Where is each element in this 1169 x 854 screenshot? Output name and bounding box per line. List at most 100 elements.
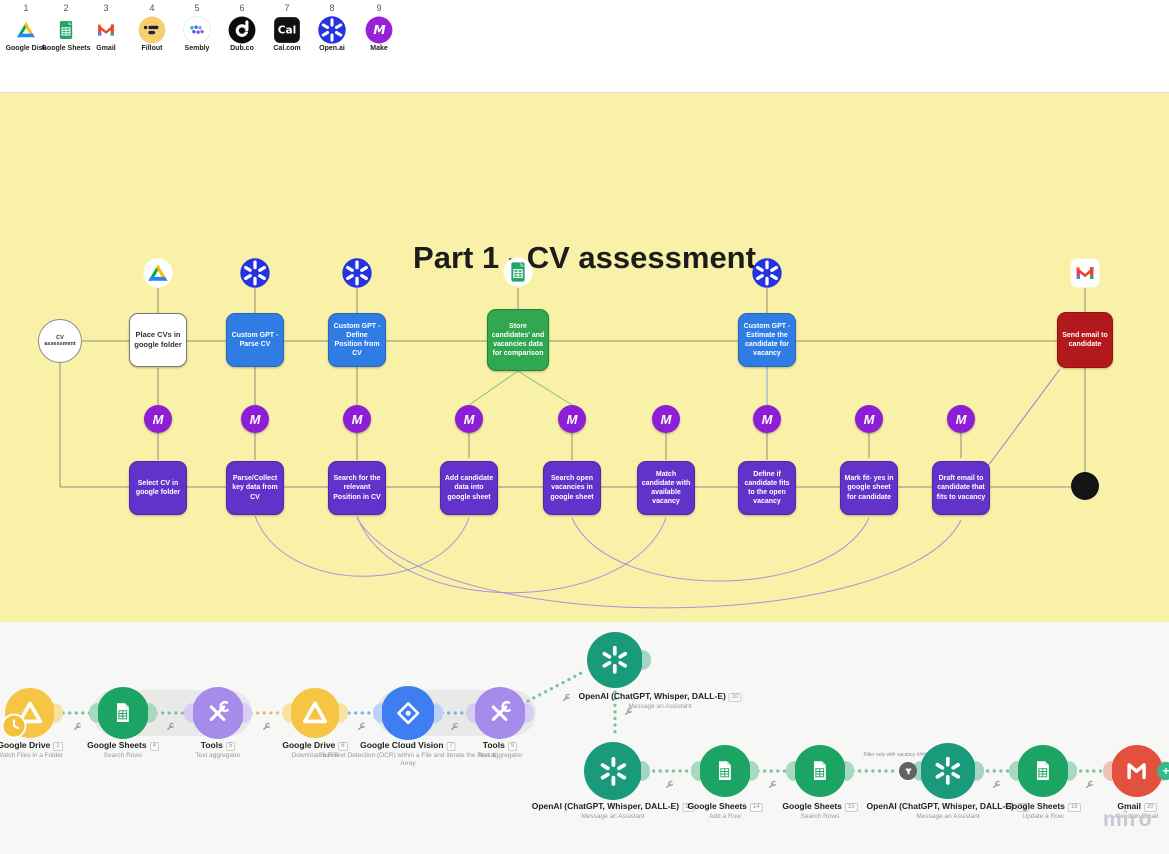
module-google-sheets-search-rows[interactable] [794,745,846,797]
openai-icon [931,754,965,788]
openai-icon [342,258,372,288]
app-number: 6 [239,3,245,13]
module-number-badge: 15 [844,803,858,813]
openai-icon [318,16,346,44]
app-sembly[interactable]: 5 Sembly [165,3,229,52]
module-google-sheets-add-row[interactable] [699,745,751,797]
google-sheets-icon [1027,755,1058,786]
filter-icon[interactable] [899,762,917,780]
flow-node-add-candidate-data[interactable]: Add candidate data into google sheet [440,461,498,515]
module-label: Google Cloud Vision 7 Run Text Detection … [320,740,496,768]
module-label: Google Sheets 14 Add a Row [655,801,795,821]
wrench-icon[interactable] [449,722,459,732]
flow-node-define-fit[interactable]: Define if candidate fits to the open vac… [738,461,796,515]
app-number: 8 [329,3,335,13]
module-google-drive-download[interactable] [290,688,340,738]
node-label: Parse/Collect key data from CV [232,475,278,501]
flow-node-send-email[interactable]: Send email to candidate [1057,312,1113,368]
node-label: Send email to candidate [1062,331,1108,348]
app-cal-com[interactable]: 7 Cal.com [255,3,319,52]
wrench-icon[interactable] [356,722,366,732]
sembly-icon [183,16,211,44]
flow-node-place-cvs[interactable]: Place CVs in google folder [129,313,187,367]
start-node[interactable]: CV assessment [38,319,82,363]
google-sheets-icon [804,755,835,786]
gmail-icon [1121,755,1152,786]
app-number: 5 [194,3,200,13]
flow-node-select-cv[interactable]: Select CV in google folder [129,461,187,515]
app-fillout[interactable]: 4 Fillout [120,3,184,52]
miro-watermark: miro [1103,808,1153,831]
app-openai[interactable]: 8 Open.ai [300,3,364,52]
app-label: Sembly [184,45,210,52]
wrench-icon[interactable] [72,722,82,732]
flow-node-custom-gpt-parse-cv[interactable]: Custom GPT - Parse CV [226,313,284,367]
flow-node-match-candidate[interactable]: Match candidate with available vacancy [637,461,695,515]
module-google-sheets-update-row[interactable] [1017,745,1069,797]
flow-node-custom-gpt-estimate[interactable]: Custom GPT - Estimate the candidate for … [738,313,796,367]
wrench-icon[interactable] [261,722,271,732]
app-google-sheets[interactable]: 2 Google Sheets [34,3,98,52]
module-label: Google Sheets 15 Search Rows [750,801,890,821]
module-label: Tools 5 Text aggregator [195,740,241,760]
module-tools-aggregator-2[interactable] [474,687,526,739]
module-google-sheets-search[interactable] [97,687,149,739]
make-scenario-panel [0,622,1169,854]
app-make[interactable]: 9 Make [347,3,411,52]
module-number-badge: 14 [749,803,763,813]
wrench-icon[interactable] [1084,780,1094,790]
add-module-button[interactable]: + [1157,762,1169,780]
google-drive-icon [300,698,330,728]
wrench-icon[interactable] [664,780,674,790]
module-gmail-send[interactable] [1111,745,1163,797]
openai-icon [596,754,631,789]
filter-note: Filter only with vacancy ##### [863,752,931,758]
flow-node-mark-fit[interactable]: Mark fit- yes in google sheet for candid… [840,461,898,515]
app-number: 3 [103,3,109,13]
module-label: Gmail 20 Send an Email [1115,801,1159,821]
google-sheets-icon [503,257,533,287]
app-label: Cal.com [273,45,301,52]
module-openai-top[interactable] [587,632,643,688]
wrench-icon[interactable] [165,722,175,732]
module-openai-assistant-2[interactable] [920,743,976,799]
make-icon: M [455,405,483,433]
app-google-drive[interactable]: 1 Google Disk [0,3,58,52]
node-label: Store candidates' and vacancies data for… [491,322,545,358]
module-google-cloud-vision[interactable] [381,686,435,740]
openai-icon [240,258,270,288]
app-label: Dub.co [230,45,254,52]
make-icon: M [558,405,586,433]
google-sheets-icon [709,755,740,786]
gmail-icon [1070,258,1100,288]
flow-node-store-data[interactable]: Store candidates' and vacancies data for… [487,309,549,371]
app-number: 7 [284,3,290,13]
flow-node-draft-email[interactable]: Draft email to candidate that fits to va… [932,461,990,515]
app-label: Google Sheets [41,45,91,52]
app-toolbar: 1 Google Disk 2 Google Sheets 3 Gmail 4 … [0,0,1169,92]
flow-node-custom-gpt-define-position[interactable]: Custom GPT - Define Position from CV [328,313,386,367]
node-label: Match candidate with available vacancy [641,470,691,506]
google-drive-icon [143,258,173,288]
module-tools-aggregator[interactable] [192,687,244,739]
make-icon: M [947,405,975,433]
node-label: Define if candidate fits to the open vac… [744,470,790,506]
module-number-badge: 18 [1067,803,1081,813]
make-icon: M [241,405,269,433]
node-label: Custom GPT - Define Position from CV [333,322,381,358]
end-node[interactable] [1071,472,1099,500]
module-number-badge: 9 [507,742,518,752]
fillout-icon [138,16,166,44]
app-gmail[interactable]: 3 Gmail [74,3,138,52]
module-number-badge: 10 [728,693,742,703]
canvas-title: Part 1 - CV assessment [413,240,756,275]
app-label: Google Disk [5,45,47,52]
wrench-icon[interactable] [767,780,777,790]
module-number-badge: 7 [446,742,456,752]
flow-node-parse-collect[interactable]: Parse/Collect key data from CV [226,461,284,515]
flow-node-search-vacancies[interactable]: Search open vacancies in google sheet [543,461,601,515]
app-dub-co[interactable]: 6 Dub.co [210,3,274,52]
wrench-icon[interactable] [991,780,1001,790]
flow-node-search-position[interactable]: Search for the relevant Position in CV [328,461,386,515]
module-openai-assistant[interactable] [584,742,642,800]
